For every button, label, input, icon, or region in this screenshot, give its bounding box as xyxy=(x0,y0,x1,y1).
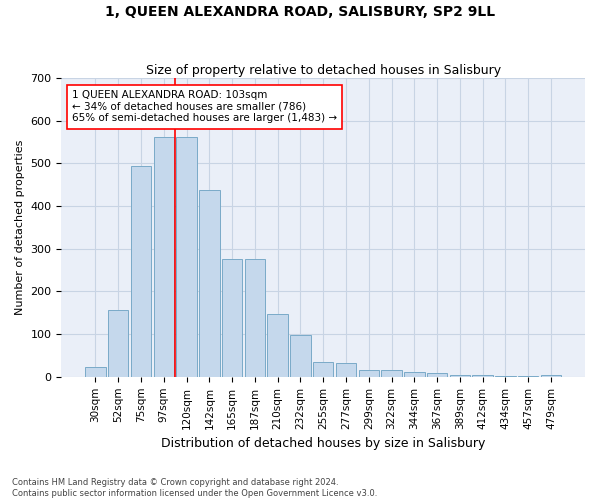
Bar xyxy=(154,136,174,377)
Bar xyxy=(495,376,515,377)
Text: Contains HM Land Registry data © Crown copyright and database right 2024.
Contai: Contains HM Land Registry data © Crown c… xyxy=(12,478,377,498)
Bar xyxy=(404,372,425,377)
Bar xyxy=(518,376,538,377)
Bar xyxy=(222,260,242,377)
Text: 1 QUEEN ALEXANDRA ROAD: 103sqm
← 34% of detached houses are smaller (786)
65% of: 1 QUEEN ALEXANDRA ROAD: 103sqm ← 34% of … xyxy=(72,90,337,124)
Bar xyxy=(199,190,220,377)
Bar xyxy=(359,370,379,377)
Bar xyxy=(268,314,288,377)
Title: Size of property relative to detached houses in Salisbury: Size of property relative to detached ho… xyxy=(146,64,501,77)
Bar xyxy=(381,370,402,377)
Bar xyxy=(290,336,311,377)
Bar xyxy=(245,260,265,377)
Bar xyxy=(449,374,470,377)
Bar xyxy=(131,166,151,377)
Text: 1, QUEEN ALEXANDRA ROAD, SALISBURY, SP2 9LL: 1, QUEEN ALEXANDRA ROAD, SALISBURY, SP2 … xyxy=(105,5,495,19)
Bar xyxy=(85,368,106,377)
Bar xyxy=(472,374,493,377)
Bar xyxy=(313,362,334,377)
Bar xyxy=(541,374,561,377)
Bar xyxy=(176,136,197,377)
Bar xyxy=(427,374,448,377)
X-axis label: Distribution of detached houses by size in Salisbury: Distribution of detached houses by size … xyxy=(161,437,485,450)
Bar xyxy=(336,362,356,377)
Bar xyxy=(108,310,128,377)
Y-axis label: Number of detached properties: Number of detached properties xyxy=(15,140,25,315)
